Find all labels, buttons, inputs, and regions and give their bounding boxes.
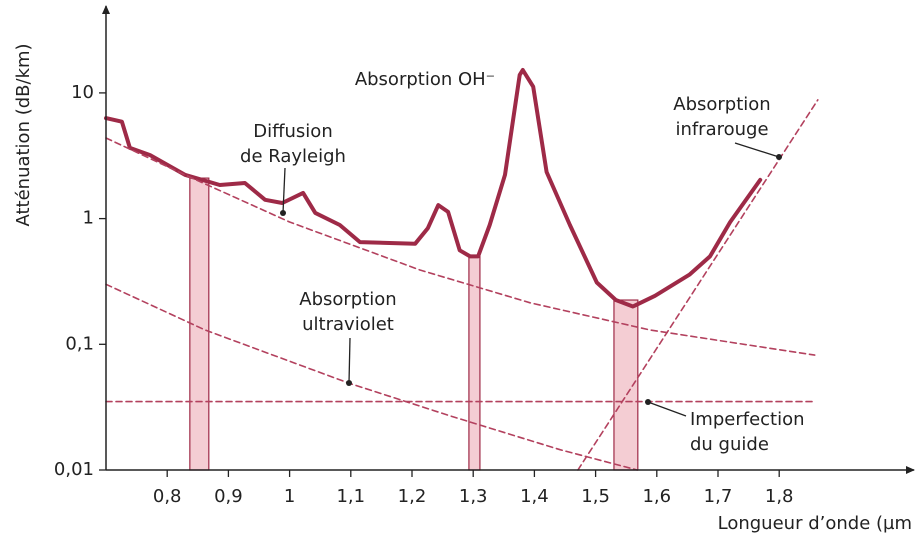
x-tick-label: 1 bbox=[284, 486, 295, 507]
attenuation-curve bbox=[104, 68, 763, 309]
dashed-curve bbox=[105, 283, 638, 471]
annotation-text: Imperfection bbox=[690, 409, 805, 430]
annotation-text: ultraviolet bbox=[302, 314, 394, 335]
annotation-dot bbox=[645, 399, 651, 405]
y-tick-label: 0,1 bbox=[65, 333, 94, 354]
annotation-dot bbox=[346, 380, 352, 386]
x-axis-label: Longueur d’onde (µm bbox=[718, 513, 912, 534]
annotation-dot bbox=[776, 154, 782, 160]
x-tick-label: 1,7 bbox=[704, 486, 733, 507]
annotation-text: infrarouge bbox=[675, 119, 768, 140]
x-tick-label: 0,8 bbox=[153, 486, 182, 507]
annotation-leader bbox=[734, 142, 780, 158]
x-tick-label: 1,5 bbox=[581, 486, 610, 507]
x-tick-label: 1,2 bbox=[398, 486, 427, 507]
x-tick-label: 1,8 bbox=[765, 486, 794, 507]
dashed-curve bbox=[105, 137, 816, 356]
annotation-text: du guide bbox=[690, 434, 769, 455]
annotation-leader bbox=[647, 401, 687, 417]
annotation-text: Absorption OH⁻ bbox=[355, 69, 495, 90]
y-tick-label: 0,01 bbox=[54, 459, 94, 480]
x-tick-label: 1,1 bbox=[336, 486, 365, 507]
dashed-curve bbox=[577, 99, 819, 471]
annotation-leader bbox=[282, 167, 286, 214]
x-tick-label: 0,9 bbox=[214, 486, 243, 507]
y-tick-label: 1 bbox=[83, 208, 94, 229]
y-axis-label: Atténuation (dB/km) bbox=[13, 43, 34, 226]
annotation-text: de Rayleigh bbox=[240, 146, 346, 167]
transmission-window bbox=[613, 299, 639, 471]
annotation-text: Diffusion bbox=[253, 121, 332, 142]
y-tick-label: 10 bbox=[71, 82, 94, 103]
x-tick-label: 1,3 bbox=[459, 486, 488, 507]
annotation-dot bbox=[280, 210, 286, 216]
annotation-text: Absorption bbox=[673, 94, 770, 115]
annotation-leader bbox=[348, 337, 351, 384]
x-tick-label: 1,4 bbox=[520, 486, 549, 507]
annotation-text: Absorption bbox=[299, 289, 396, 310]
transmission-window bbox=[468, 255, 481, 471]
x-tick-label: 1,6 bbox=[642, 486, 671, 507]
